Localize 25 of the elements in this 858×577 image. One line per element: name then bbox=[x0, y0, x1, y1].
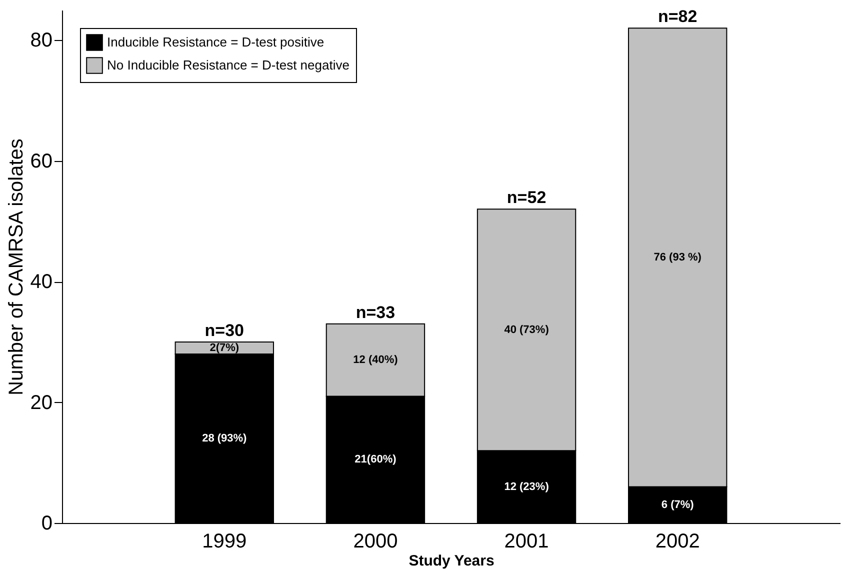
data-label: 40 (73%) bbox=[504, 324, 550, 336]
total-label: n=82 bbox=[658, 7, 698, 26]
x-tick-label: 2002 bbox=[655, 530, 700, 552]
data-label: 2(7%) bbox=[210, 342, 240, 354]
legend-label: No Inducible Resistance = D-test negative bbox=[107, 58, 350, 72]
data-label: 12 (40%) bbox=[353, 354, 398, 366]
data-label: 76 (93 %) bbox=[654, 251, 702, 264]
x-tick-label: 2001 bbox=[504, 530, 549, 552]
y-tick-label: 80 bbox=[30, 30, 52, 52]
x-tick-label: 2000 bbox=[353, 530, 398, 552]
y-axis-title: Number of CAMRSA isolates bbox=[5, 138, 28, 396]
total-label: n=52 bbox=[506, 188, 546, 208]
data-label: 6 (7%) bbox=[661, 498, 694, 511]
data-label: 21(60%) bbox=[354, 454, 397, 466]
y-tick-label: 40 bbox=[30, 271, 52, 294]
total-label: n=33 bbox=[356, 302, 396, 322]
y-tick-label: 60 bbox=[30, 150, 52, 172]
y-tick-label: 20 bbox=[30, 392, 52, 414]
data-label: 28 (93%) bbox=[202, 432, 248, 445]
data-label: 12 (23%) bbox=[504, 480, 550, 493]
x-tick-label: 1999 bbox=[202, 530, 247, 552]
y-tick-label: 0 bbox=[41, 512, 52, 534]
total-label: n=30 bbox=[204, 320, 244, 340]
x-axis-title: Study Years bbox=[408, 552, 494, 570]
legend-label: Inducible Resistance = D-test positive bbox=[107, 34, 324, 50]
